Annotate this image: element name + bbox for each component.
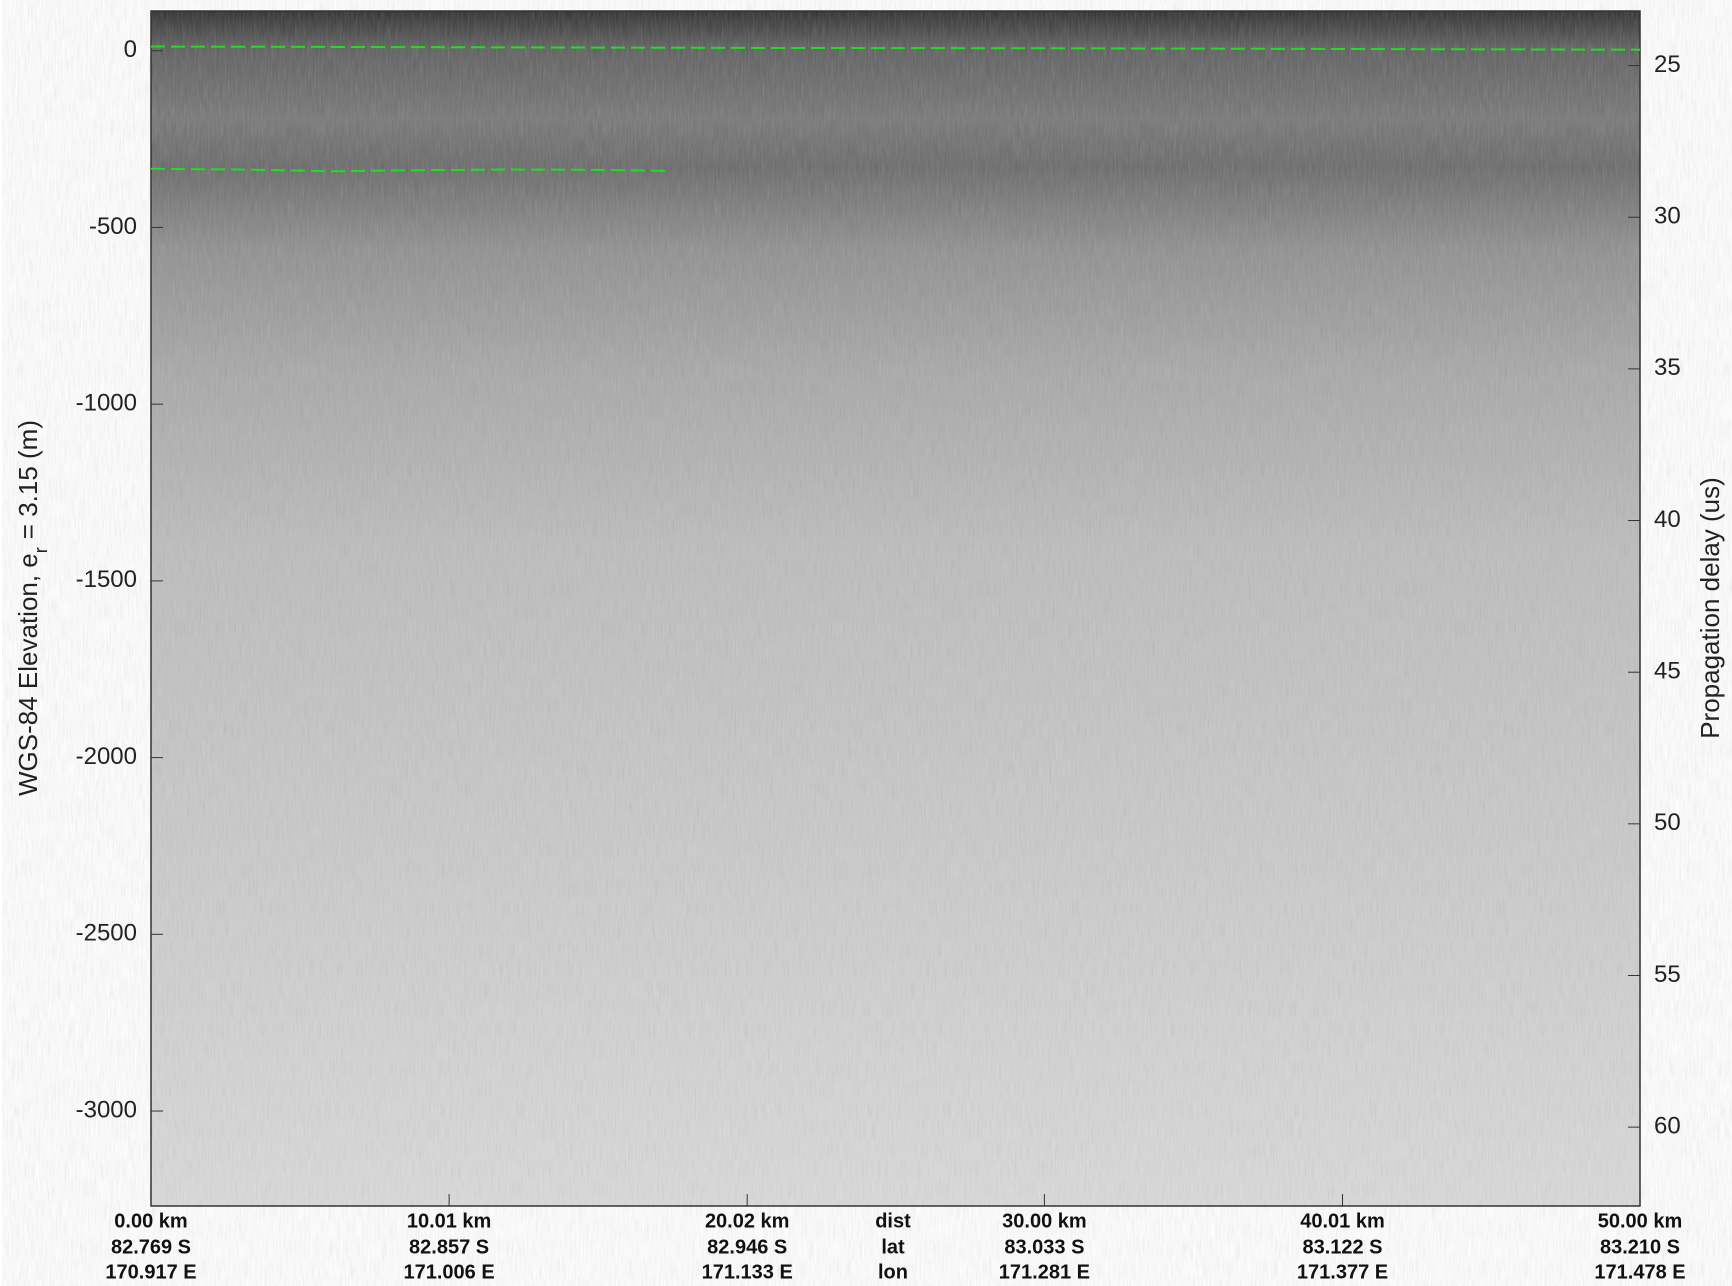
row-name: lon [878,1261,908,1283]
x-tick-label: 0.00 km [114,1210,187,1232]
lat-label: 83.122 S [1302,1236,1382,1258]
x-tick-label: 40.01 km [1300,1210,1385,1232]
y-tick-label: -500 [89,213,137,240]
plot-frame [150,10,1641,1207]
x-tick-label: 50.00 km [1598,1210,1683,1232]
echogram-texture [151,11,1640,1206]
lat-label: 83.033 S [1004,1236,1084,1258]
lon-label: 171.377 E [1297,1261,1388,1283]
y-tick-label: -2000 [76,743,137,770]
lat-label: 82.857 S [409,1236,489,1258]
y-label-sub: r [31,547,51,553]
lat-label: 83.210 S [1600,1236,1680,1258]
y-tick-label: -1500 [76,566,137,593]
x-tick-label: 30.00 km [1002,1210,1087,1232]
y-tick-label: -3000 [76,1096,137,1123]
y2-tick-label: 50 [1654,809,1681,836]
lon-label: 170.917 E [105,1261,196,1283]
y2-tick-label: 25 [1654,51,1681,78]
row-name: dist [875,1210,911,1232]
lat-label: 82.769 S [111,1236,191,1258]
y2-tick-label: 45 [1654,658,1681,685]
y2-tick-label: 40 [1654,506,1681,533]
y-label-main: WGS-84 Elevation, e [13,553,43,796]
y-tick-label: -1000 [76,390,137,417]
x-tick-label: 10.01 km [407,1210,492,1232]
y-tick-label: -2500 [76,920,137,947]
y2-axis-label: Propagation delay (us) [1695,477,1725,739]
lon-label: 171.006 E [403,1261,494,1283]
row-name: lat [881,1236,905,1258]
layer-pick [150,167,669,173]
y2-tick-label: 60 [1654,1112,1681,1139]
lat-label: 82.946 S [707,1236,787,1258]
y2-tick-label: 35 [1654,354,1681,381]
lon-label: 171.281 E [999,1261,1090,1283]
y-label-end: = 3.15 (m) [13,420,43,539]
y2-tick-label: 30 [1654,203,1681,230]
y2-tick-label: 55 [1654,961,1681,988]
y-axis-label: WGS-84 Elevation, er = 3.15 (m) [13,420,51,796]
lon-label: 171.478 E [1594,1261,1685,1283]
layer-pick [150,45,1641,51]
x-tick-label: 20.02 km [705,1210,790,1232]
lon-label: 171.133 E [702,1261,793,1283]
y-tick-label: 0 [124,36,137,63]
